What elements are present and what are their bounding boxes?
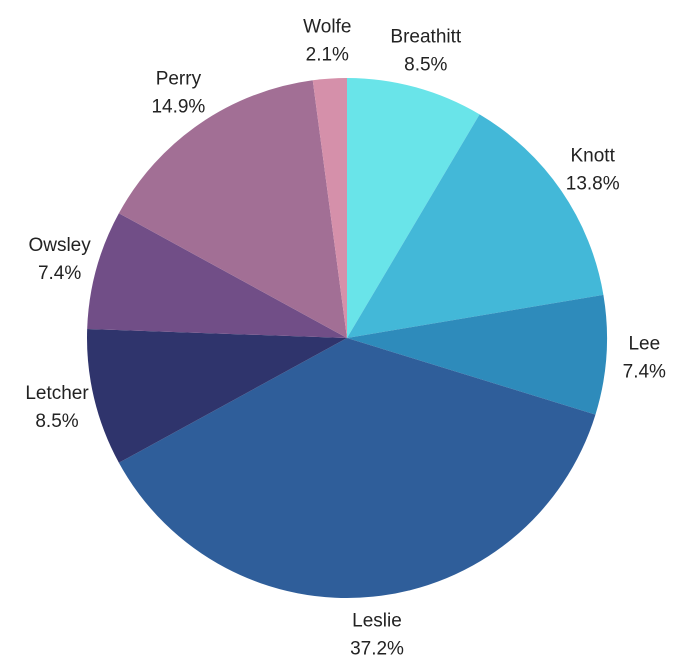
slice-name-label: Breathitt (390, 27, 461, 48)
slice-name-label: Owsley (28, 235, 91, 256)
slice-percent-label: 7.4% (38, 263, 81, 284)
slice-name-label: Knott (571, 145, 616, 166)
slice-name-label: Lee (628, 334, 660, 355)
slice-percent-label: 7.4% (623, 362, 666, 383)
pie-slice-breathitt (347, 78, 480, 338)
pie-labels: Breathitt 8.5% Knott 13.8% Lee 7.4% Leslie 37.2… (25, 17, 666, 660)
slice-name-label: Perry (156, 68, 202, 89)
pie-slice-perry (118, 80, 347, 339)
slice-percent-label: 37.2% (350, 639, 404, 660)
pie-slice-letcher (87, 329, 347, 463)
slice-name-label: Wolfe (303, 17, 351, 38)
slice-percent-label: 8.5% (35, 411, 78, 432)
pie-slice-lee (347, 294, 608, 415)
slice-percent-label: 8.5% (404, 55, 447, 76)
slice-percent-label: 2.1% (306, 45, 349, 66)
slice-name-label: Leslie (352, 611, 402, 632)
pie-slice-knott (347, 114, 604, 338)
pie-slices (87, 78, 608, 599)
pie-slice-wolfe (312, 78, 347, 338)
slice-percent-label: 13.8% (566, 173, 620, 194)
pie-slice-owsley (87, 213, 347, 338)
slice-percent-label: 14.9% (151, 96, 205, 117)
slice-name-label: Letcher (25, 383, 89, 404)
pie-slice-leslie (118, 338, 596, 599)
